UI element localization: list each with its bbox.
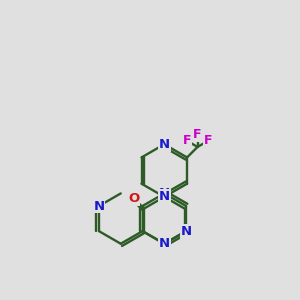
Text: N: N (159, 138, 170, 151)
Text: N: N (181, 225, 192, 238)
Text: N: N (159, 190, 170, 203)
Text: N: N (159, 187, 170, 200)
Text: N: N (93, 200, 104, 212)
Text: F: F (204, 134, 212, 147)
Text: O: O (128, 192, 140, 205)
Text: N: N (159, 237, 170, 250)
Text: F: F (193, 128, 202, 141)
Text: F: F (183, 134, 191, 147)
